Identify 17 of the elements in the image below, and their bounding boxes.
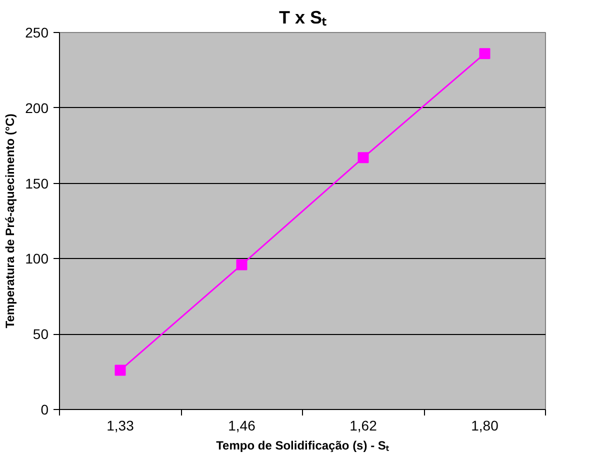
y-axis-title: Temperatura de Pré-aquecimento (°C) xyxy=(3,114,18,328)
y-tick-label: 150 xyxy=(25,175,49,192)
x-tick-label: 1,62 xyxy=(350,418,378,434)
x-axis-title: Tempo de Solidificação (s) - Sₜ xyxy=(216,438,389,452)
x-tick-label: 1,46 xyxy=(228,418,256,434)
y-tick-label: 100 xyxy=(25,250,49,267)
y-tick-label: 250 xyxy=(25,24,49,40)
point xyxy=(114,364,126,376)
point xyxy=(479,48,490,60)
point xyxy=(358,152,369,164)
y-tick-label: 50 xyxy=(32,326,49,342)
point xyxy=(236,259,248,270)
y-tick-label: 0 xyxy=(40,402,49,418)
chart-title: T x Sₜ xyxy=(278,8,328,28)
y-tick-label: 200 xyxy=(25,100,49,116)
x-tick-label: 1,80 xyxy=(471,418,499,434)
x-tick-label: 1,33 xyxy=(106,418,134,434)
